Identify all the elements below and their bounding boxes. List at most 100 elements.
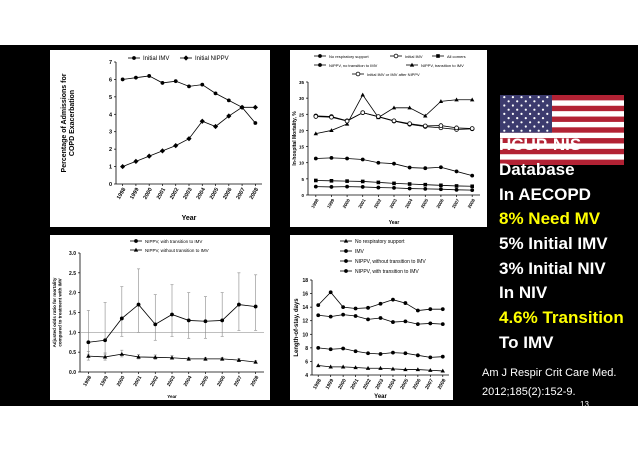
x-tick-label: 1998	[312, 378, 323, 391]
data-point	[378, 352, 383, 356]
x-tick-label: 1999	[325, 378, 336, 391]
data-point	[341, 346, 346, 351]
y-tick-label: 0.0	[69, 370, 76, 376]
data-point	[440, 307, 445, 312]
legend-label: No respiratory support	[329, 54, 369, 59]
flag-star	[524, 108, 527, 111]
data-point	[454, 125, 459, 131]
series-line-3	[315, 157, 473, 177]
y-tick-label: 20	[299, 128, 305, 133]
x-tick-label: 2002	[149, 375, 160, 388]
data-point	[212, 123, 219, 130]
data-point	[329, 185, 334, 189]
data-point	[253, 304, 258, 309]
data-point	[200, 82, 205, 87]
data-point	[199, 118, 205, 124]
y-tick-label: 8	[305, 346, 308, 352]
data-point	[86, 340, 91, 345]
data-point	[439, 187, 443, 192]
legend-marker	[318, 63, 322, 67]
data-point	[440, 368, 445, 373]
data-point	[134, 75, 138, 80]
flag-star	[520, 104, 523, 107]
flag-star	[503, 96, 506, 99]
data-point	[403, 319, 408, 324]
flag-star	[511, 96, 514, 99]
x-tick-label: 2004	[387, 378, 398, 391]
data-point	[422, 123, 428, 129]
x-tick-label: 2007	[233, 375, 244, 388]
flag-star	[524, 117, 527, 120]
bullet-7: In NIV	[499, 283, 548, 302]
data-point	[423, 186, 428, 191]
citation-volume: 2012;185(2):152-9.	[482, 386, 576, 398]
data-point	[470, 184, 474, 189]
data-point	[120, 163, 126, 170]
data-point	[328, 347, 333, 352]
data-point	[415, 322, 420, 327]
x-tick-label: 2000	[143, 187, 154, 201]
data-point	[170, 312, 174, 317]
flag-star	[541, 117, 545, 120]
data-point	[159, 148, 166, 154]
data-point	[153, 322, 158, 327]
data-point	[428, 355, 433, 360]
data-point	[160, 81, 165, 85]
data-point	[423, 182, 428, 187]
flag-star	[533, 125, 536, 128]
data-point	[329, 155, 334, 160]
y-axis-label: In-hospital Mortality, %	[292, 111, 298, 166]
data-point	[133, 158, 139, 164]
series-line-4	[315, 94, 473, 135]
data-point	[213, 91, 218, 96]
data-point	[360, 179, 365, 184]
x-tick-label: 2005	[199, 375, 210, 388]
x-tick-label: 1998	[116, 187, 127, 201]
x-tick-label: 2005	[420, 198, 430, 210]
legend-marker	[183, 55, 189, 61]
data-point	[103, 338, 107, 343]
data-point	[203, 319, 208, 324]
legend-label: Initial IMV	[405, 54, 423, 59]
data-point	[470, 173, 475, 178]
flag-star	[511, 121, 514, 124]
flag-star	[541, 108, 545, 111]
slide-number: 13	[580, 400, 589, 409]
y-tick-label: 15	[299, 145, 305, 150]
data-point	[378, 316, 383, 320]
data-point	[376, 114, 381, 119]
legend-marker	[132, 56, 136, 60]
data-point	[220, 318, 225, 323]
y-axis-label: Percentage of Admissions forCOPD Exacerb…	[61, 73, 76, 172]
bullet-2: Database	[499, 160, 575, 179]
data-point	[391, 118, 397, 124]
x-tick-label: 1998	[310, 198, 320, 210]
flag-star	[520, 112, 523, 115]
y-tick-label: 5	[109, 95, 112, 101]
data-point	[120, 77, 125, 82]
x-tick-label: 2008	[467, 198, 477, 210]
x-tick-label: 2002	[362, 378, 373, 391]
data-point	[407, 186, 412, 191]
x-tick-label: 2006	[222, 187, 233, 201]
legend-marker	[393, 53, 399, 59]
data-point	[392, 185, 396, 190]
data-point	[403, 351, 408, 356]
bullet-6: 3% Initial NIV	[499, 259, 606, 278]
y-tick-label: 10	[299, 161, 305, 166]
data-point	[454, 97, 459, 102]
y-tick-label: 30	[299, 96, 305, 101]
y-tick-label: 0.5	[69, 350, 76, 356]
legend-label: All comers	[447, 54, 466, 59]
series-line-3	[317, 291, 443, 311]
flag-star	[516, 117, 519, 120]
flag-star	[516, 125, 519, 128]
legend-label: NIPPV, with transition to IMV	[145, 239, 202, 244]
data-point	[469, 126, 475, 131]
flag-star	[507, 108, 510, 111]
x-tick-label: 2006	[216, 375, 227, 388]
data-point	[345, 156, 349, 161]
data-point	[316, 363, 321, 368]
x-tick-label: 2003	[166, 375, 177, 388]
